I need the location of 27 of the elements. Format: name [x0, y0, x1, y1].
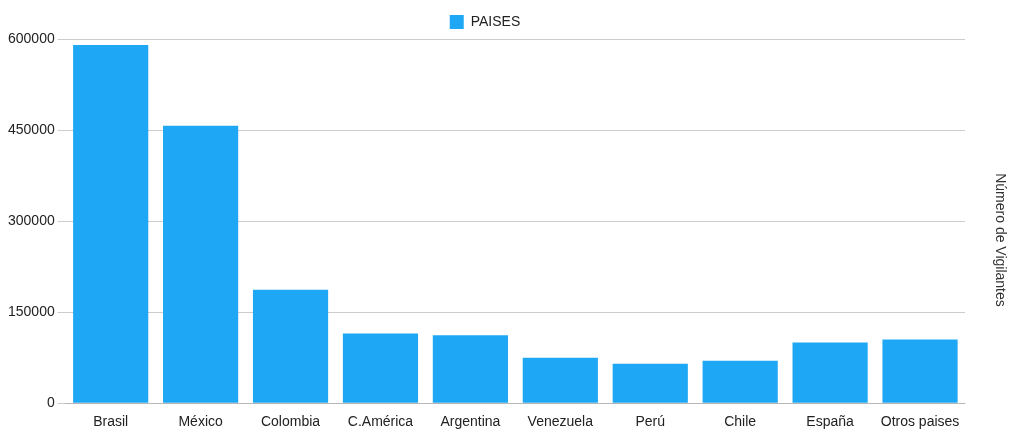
legend-label: PAISES	[470, 12, 521, 29]
bar	[792, 342, 868, 403]
bar	[432, 335, 508, 403]
bar	[342, 333, 419, 403]
x-tick-label: Perú	[635, 413, 666, 430]
bar	[73, 45, 149, 403]
y-axis-title: Número de Vigilantes	[993, 173, 1009, 307]
y-tick-label: 600000	[8, 29, 55, 46]
x-tick-label: Chile	[724, 413, 757, 430]
bar	[522, 357, 598, 403]
x-tick-label: Colombia	[260, 413, 321, 430]
x-tick-label: Otros paises	[880, 413, 960, 430]
x-tick-label: Argentina	[440, 413, 501, 430]
bar	[163, 125, 239, 403]
bar	[252, 289, 329, 403]
y-tick-label: 0	[46, 394, 55, 411]
bar	[612, 363, 688, 403]
bar	[882, 339, 958, 403]
x-tick-label: Venezuela	[527, 413, 594, 430]
y-tick-label: 300000	[8, 211, 55, 228]
y-tick-label: 150000	[8, 303, 55, 320]
x-tick-label: Brasil	[93, 413, 129, 430]
bar	[702, 360, 778, 403]
x-tick-label: C.América	[347, 413, 414, 430]
y-tick-label: 450000	[8, 120, 55, 137]
x-tick-label: México	[178, 413, 223, 430]
x-tick-label: España	[806, 413, 855, 430]
